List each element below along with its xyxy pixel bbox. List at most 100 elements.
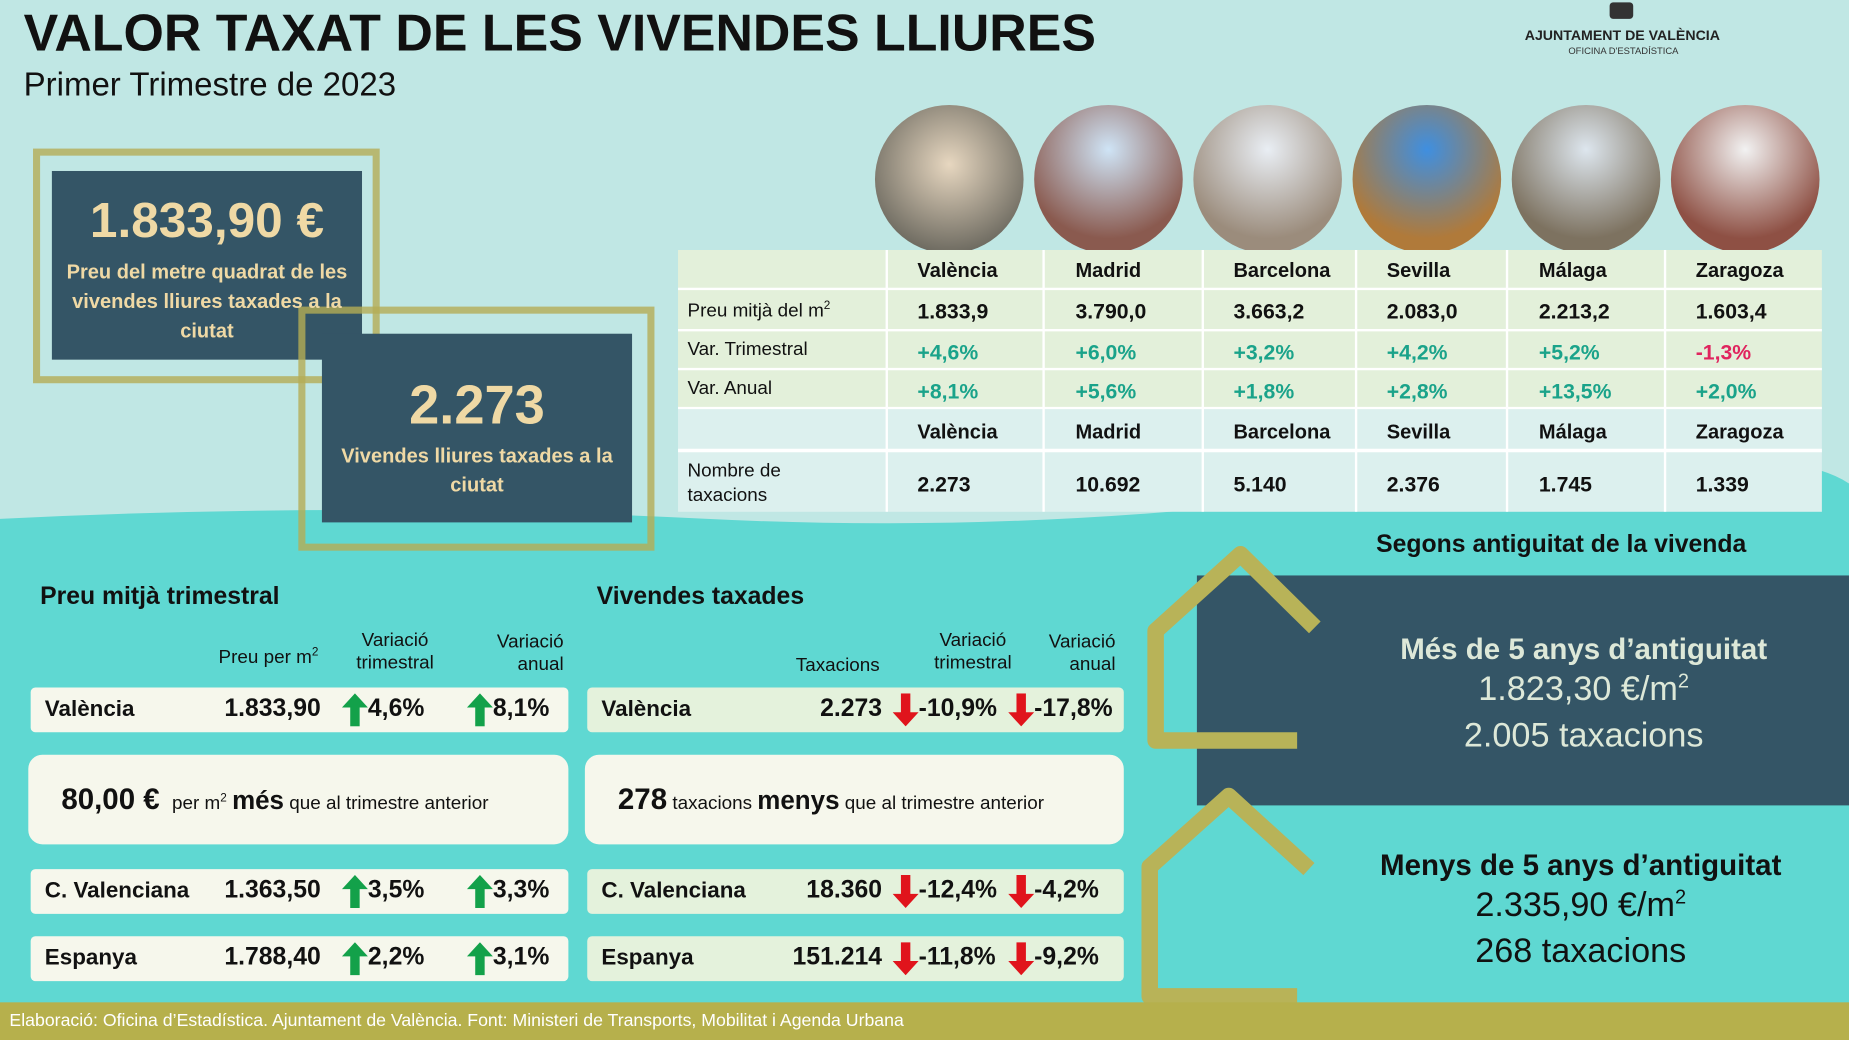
column-header: Variació trimestral [342, 630, 448, 675]
cell: +6,0% [1075, 340, 1137, 365]
cell: 10.692 [1075, 472, 1141, 497]
title: VALOR TAXAT DE LES VIVENDES LLIURES [23, 4, 1096, 63]
department: OFICINA D'ESTADÍSTICA [1568, 45, 1679, 57]
row-value: 1.833,90 [224, 694, 321, 722]
footer: Elaboració: Oficina d’Estadística. Ajunt… [9, 1010, 904, 1031]
cell: 2.273 [917, 472, 971, 497]
cell: 1.833,9 [917, 299, 989, 324]
city-header: Zaragoza [1695, 420, 1784, 444]
cell: 5.140 [1233, 472, 1287, 497]
cell: 3.663,2 [1233, 299, 1305, 324]
note-box [584, 754, 1124, 845]
arrow-up [466, 942, 493, 976]
age-count: 2.005 taxacions [1463, 716, 1704, 755]
arrow-up [341, 693, 368, 727]
cell: -1,3% [1695, 340, 1752, 365]
kpi-value: 1.833,90 € [89, 192, 324, 248]
kpi-value: 2.273 [409, 373, 545, 436]
note-box [28, 754, 569, 845]
age-price: 2.335,90 €/m2 [1318, 886, 1843, 926]
note-text: que al trimestre anterior [289, 793, 489, 814]
organization: AJUNTAMENT DE VALÈNCIA [1524, 27, 1720, 44]
cell: +8,1% [917, 379, 979, 404]
cell: 2.083,0 [1386, 299, 1458, 324]
price: 2.335,90 €/m [1475, 886, 1675, 925]
row-variation: 8,1% [492, 694, 550, 722]
note-amount: 278 [617, 782, 668, 817]
age-title: Segons antiguitat de la vivenda [1376, 530, 1747, 558]
row-label: Nombre de taxacions [687, 461, 781, 506]
note-direction: menys [757, 785, 840, 815]
city-header: Barcelona [1233, 259, 1331, 282]
cell: 3.790,0 [1075, 299, 1147, 324]
row-variation: -9,2% [1034, 943, 1099, 971]
row-box [587, 936, 1124, 982]
age-label: Més de 5 anys d’antiguitat [1400, 633, 1768, 667]
kpi-label: Vivendes lliures taxades a la ciutat [341, 444, 613, 497]
city-header: València [917, 420, 998, 444]
note: 278 taxacions menys que al trimestre ant… [618, 783, 1044, 817]
column-header: Preu per m2 [177, 641, 319, 669]
city-header: Málaga [1538, 420, 1607, 444]
city-header: Barcelona [1233, 420, 1331, 444]
note-unit: taxacions [672, 793, 753, 814]
age-count: 268 taxacions [1475, 932, 1687, 971]
city-header: Madrid [1075, 420, 1142, 444]
row-box [587, 687, 1124, 733]
cell: +5,6% [1075, 379, 1137, 404]
row-variation: -4,2% [1034, 876, 1099, 904]
arrow-up [341, 942, 368, 976]
label: Preu mitjà del m [687, 301, 824, 322]
cell: +2,0% [1695, 379, 1757, 404]
column-header: Variació anual [472, 631, 564, 676]
sup: 2 [311, 646, 319, 660]
row-name: Espanya [44, 945, 137, 971]
row-variation: -12,4% [918, 876, 998, 904]
city-header: Madrid [1075, 259, 1142, 282]
label: Variació trimestral [356, 630, 434, 674]
sup: 2 [1674, 885, 1687, 908]
row-value: 18.360 [806, 876, 883, 904]
row-value: 2.273 [820, 694, 883, 722]
age-price: 1.823,30 €/m2 [1318, 670, 1849, 710]
city-header: Sevilla [1386, 420, 1451, 444]
sup: 2 [220, 792, 227, 806]
row-variation: -10,9% [918, 694, 998, 722]
row-variation: -17,8% [1034, 694, 1113, 722]
label: Variació trimestral [934, 630, 1012, 674]
city-header: València [917, 259, 998, 282]
arrow-down [892, 874, 919, 908]
cell: +2,8% [1386, 379, 1448, 404]
sup: 2 [1677, 669, 1690, 693]
row-label: Var. Trimestral [687, 340, 807, 361]
cell: 1.745 [1538, 472, 1592, 497]
label: Preu per m [218, 647, 312, 668]
row-box [587, 869, 1124, 914]
row-label: Var. Anual [687, 379, 772, 400]
label: Variació anual [496, 632, 564, 675]
label: Taxacions [795, 655, 880, 676]
cell: 2.213,2 [1538, 299, 1610, 324]
city-header: Málaga [1538, 259, 1607, 282]
row-value: 151.214 [792, 943, 883, 971]
note: 80,00 € per m2 més que al trimestre ante… [61, 783, 488, 817]
row-name: València [601, 696, 692, 722]
row-name: C. Valenciana [601, 878, 746, 904]
row-variation: -11,8% [918, 943, 996, 971]
arrow-down [1008, 874, 1035, 908]
cell: +4,2% [1386, 340, 1448, 365]
row-value: 1.363,50 [224, 876, 321, 904]
note-text: que al trimestre anterior [844, 793, 1045, 814]
cell: +4,6% [917, 340, 979, 365]
panel-title: Vivendes taxades [596, 582, 805, 610]
panel-title: Preu mitjà trimestral [40, 582, 280, 610]
arrow-up [466, 693, 493, 727]
footer-bar [0, 1002, 1849, 1040]
city-photos [874, 104, 1820, 254]
cell: +5,2% [1538, 340, 1600, 365]
note-direction: més [232, 785, 285, 815]
row-value: 1.788,40 [224, 943, 321, 971]
cell: 2.376 [1386, 472, 1440, 497]
row-variation: 4,6% [367, 694, 425, 722]
age-label: Menys de 5 anys d’antiguitat [1380, 849, 1782, 883]
